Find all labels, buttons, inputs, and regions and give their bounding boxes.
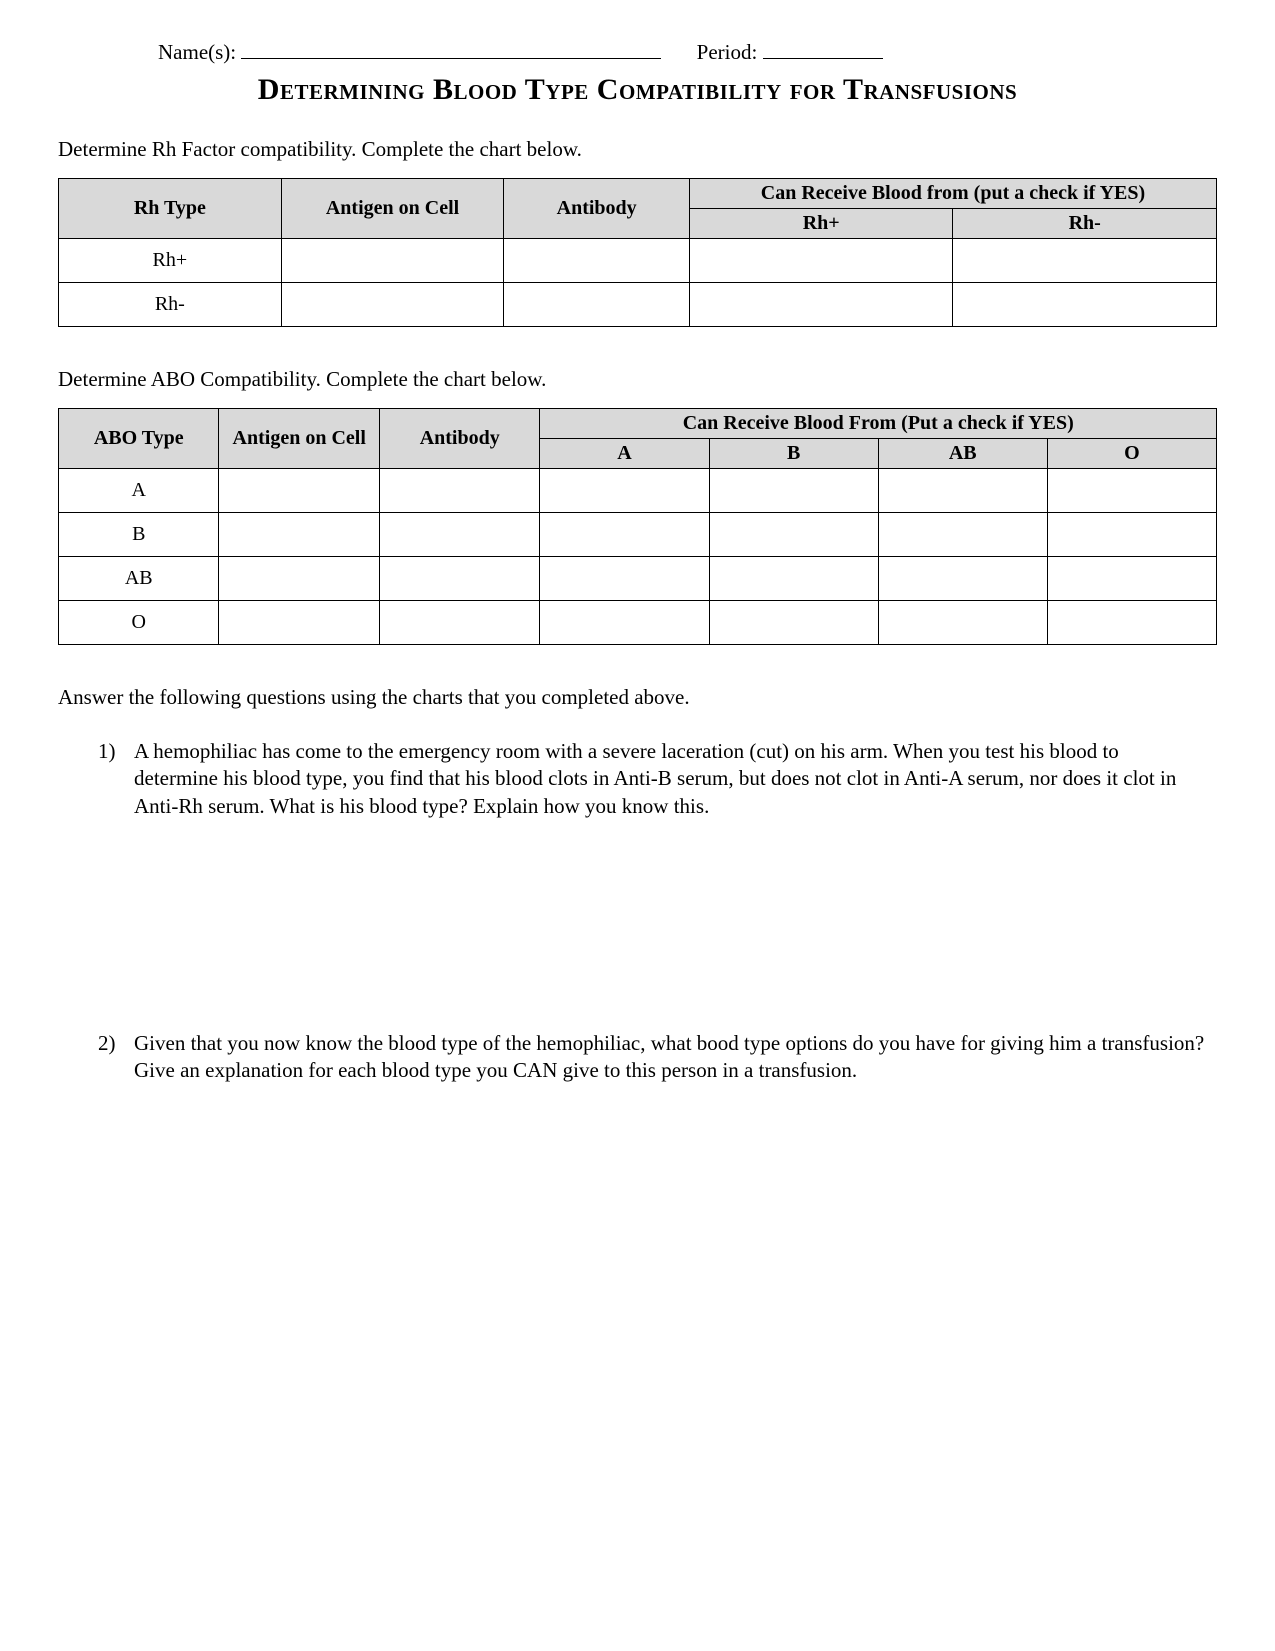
col-ab: AB xyxy=(878,439,1047,469)
header-line: Name(s): Period: xyxy=(158,40,1217,65)
col-rh-type: Rh Type xyxy=(59,179,282,239)
cell-antibody[interactable] xyxy=(504,239,690,283)
cell-o[interactable] xyxy=(1047,469,1216,513)
table-row: AB xyxy=(59,557,1217,601)
question-1: 1) A hemophiliac has come to the emergen… xyxy=(98,738,1217,820)
cell-rh-type: Rh+ xyxy=(59,239,282,283)
question-2: 2) Given that you now know the blood typ… xyxy=(98,1030,1217,1085)
period-label: Period: xyxy=(697,40,758,64)
cell-from-minus[interactable] xyxy=(953,283,1217,327)
cell-ab[interactable] xyxy=(878,601,1047,645)
page-title: Determining Blood Type Compatibility for… xyxy=(58,73,1217,107)
cell-abo-type: AB xyxy=(59,557,219,601)
cell-b[interactable] xyxy=(709,557,878,601)
col-o: O xyxy=(1047,439,1216,469)
cell-b[interactable] xyxy=(709,513,878,557)
name-blank[interactable] xyxy=(241,41,661,59)
cell-from-plus[interactable] xyxy=(689,283,953,327)
rh-table: Rh Type Antigen on Cell Antibody Can Rec… xyxy=(58,178,1217,327)
cell-antibody[interactable] xyxy=(504,283,690,327)
cell-ab[interactable] xyxy=(878,557,1047,601)
col-antigen: Antigen on Cell xyxy=(281,179,504,239)
questions-intro: Answer the following questions using the… xyxy=(58,685,1217,710)
question-number: 2) xyxy=(98,1030,134,1085)
cell-ab[interactable] xyxy=(878,513,1047,557)
col-antibody2: Antibody xyxy=(379,409,539,469)
cell-o[interactable] xyxy=(1047,601,1216,645)
question-text: A hemophiliac has come to the emergency … xyxy=(134,738,1217,820)
name-label: Name(s): xyxy=(158,40,241,64)
cell-abo-type: A xyxy=(59,469,219,513)
cell-abo-type: O xyxy=(59,601,219,645)
col-receive-header2: Can Receive Blood From (Put a check if Y… xyxy=(540,409,1217,439)
cell-antibody[interactable] xyxy=(379,513,539,557)
table-row: Rh- xyxy=(59,283,1217,327)
abo-instruction: Determine ABO Compatibility. Complete th… xyxy=(58,367,1217,392)
question-number: 1) xyxy=(98,738,134,820)
cell-o[interactable] xyxy=(1047,557,1216,601)
col-antigen2: Antigen on Cell xyxy=(219,409,379,469)
cell-antigen[interactable] xyxy=(219,601,379,645)
table-row: B xyxy=(59,513,1217,557)
cell-ab[interactable] xyxy=(878,469,1047,513)
cell-antigen[interactable] xyxy=(219,557,379,601)
cell-antigen[interactable] xyxy=(219,469,379,513)
col-abo-type: ABO Type xyxy=(59,409,219,469)
table-row: O xyxy=(59,601,1217,645)
cell-a[interactable] xyxy=(540,601,709,645)
cell-antibody[interactable] xyxy=(379,469,539,513)
col-rh-minus: Rh- xyxy=(953,209,1217,239)
cell-antigen[interactable] xyxy=(219,513,379,557)
cell-rh-type: Rh- xyxy=(59,283,282,327)
cell-b[interactable] xyxy=(709,601,878,645)
cell-from-plus[interactable] xyxy=(689,239,953,283)
cell-antibody[interactable] xyxy=(379,601,539,645)
period-blank[interactable] xyxy=(763,41,883,59)
col-antibody: Antibody xyxy=(504,179,690,239)
cell-b[interactable] xyxy=(709,469,878,513)
table-row: A xyxy=(59,469,1217,513)
col-b: B xyxy=(709,439,878,469)
col-rh-plus: Rh+ xyxy=(689,209,953,239)
cell-antigen[interactable] xyxy=(281,239,504,283)
cell-a[interactable] xyxy=(540,557,709,601)
abo-table: ABO Type Antigen on Cell Antibody Can Re… xyxy=(58,408,1217,645)
table-row: Rh+ xyxy=(59,239,1217,283)
cell-o[interactable] xyxy=(1047,513,1216,557)
question-text: Given that you now know the blood type o… xyxy=(134,1030,1217,1085)
col-a: A xyxy=(540,439,709,469)
col-receive-header: Can Receive Blood from (put a check if Y… xyxy=(689,179,1216,209)
cell-abo-type: B xyxy=(59,513,219,557)
cell-from-minus[interactable] xyxy=(953,239,1217,283)
cell-a[interactable] xyxy=(540,469,709,513)
rh-instruction: Determine Rh Factor compatibility. Compl… xyxy=(58,137,1217,162)
cell-antigen[interactable] xyxy=(281,283,504,327)
cell-a[interactable] xyxy=(540,513,709,557)
cell-antibody[interactable] xyxy=(379,557,539,601)
